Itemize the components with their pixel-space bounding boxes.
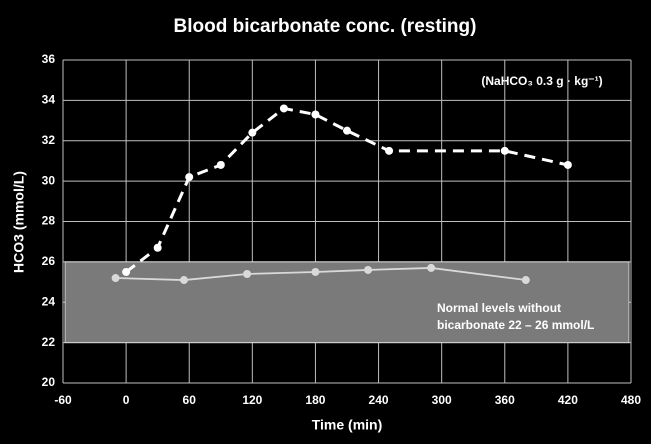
data-point (311, 110, 320, 119)
y-tick-label: 36 (42, 52, 56, 66)
x-tick-label: 480 (621, 393, 641, 407)
data-point (427, 263, 436, 272)
y-tick-label: 28 (42, 214, 56, 228)
data-point (364, 265, 373, 274)
chart-title: Blood bicarbonate conc. (resting) (174, 16, 477, 37)
y-tick-label: 20 (42, 375, 56, 389)
data-point (521, 276, 530, 285)
x-tick-label: -60 (54, 393, 72, 407)
y-tick-label: 30 (42, 173, 56, 187)
data-point (111, 274, 120, 283)
normal-band (64, 261, 630, 344)
band-label: Normal levels without (437, 301, 561, 315)
data-point (343, 126, 351, 135)
y-axis-label: HCO3 (mmol/L) (11, 171, 27, 273)
data-point (311, 267, 320, 276)
band-label: bicarbonate 22 – 26 mmol/L (437, 318, 594, 332)
y-tick-label: 22 (42, 335, 56, 349)
y-tick-label: 24 (42, 294, 56, 308)
data-point (185, 173, 194, 182)
data-point (385, 146, 394, 155)
data-point (279, 104, 288, 113)
x-tick-label: 180 (305, 393, 325, 407)
y-tick-label: 34 (42, 93, 56, 107)
x-axis-label: Time (min) (312, 417, 383, 433)
x-tick-label: 60 (183, 393, 197, 407)
data-point (216, 160, 225, 169)
y-tick-label: 32 (42, 133, 56, 147)
x-tick-label: 0 (123, 393, 130, 407)
data-point (153, 243, 162, 252)
data-point (179, 276, 188, 285)
x-tick-label: 120 (242, 393, 262, 407)
annotation: (NaHCO₃ 0.3 g · kg⁻¹) (481, 74, 602, 88)
data-point (243, 269, 252, 278)
data-point (563, 160, 572, 169)
x-tick-label: 300 (432, 393, 452, 407)
y-tick-label: 26 (42, 254, 56, 268)
x-tick-label: 420 (558, 393, 578, 407)
data-point (248, 128, 257, 137)
data-point (122, 267, 131, 276)
x-tick-label: 240 (369, 393, 389, 407)
data-point (500, 146, 509, 155)
x-tick-label: 360 (495, 393, 515, 407)
